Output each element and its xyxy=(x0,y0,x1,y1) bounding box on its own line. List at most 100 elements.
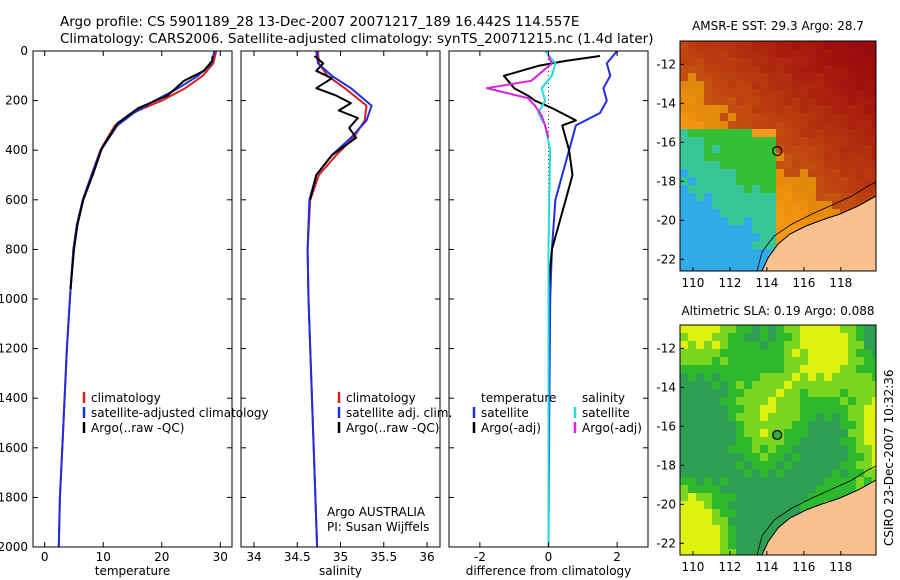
map-cell xyxy=(768,209,777,218)
map-cell xyxy=(712,137,721,146)
map-cell xyxy=(744,429,753,438)
map-cell xyxy=(752,73,761,82)
map-cell xyxy=(872,57,876,66)
map-cell xyxy=(800,349,809,358)
map-cell xyxy=(696,381,705,390)
map-cell xyxy=(808,49,817,58)
map-cell xyxy=(808,177,817,186)
map-cell xyxy=(680,365,689,374)
map-cell xyxy=(840,341,849,350)
temperature-xtick-label: 0 xyxy=(41,550,49,564)
sla-map-title: Altimetric SLA: 0.19 Argo: 0.088 xyxy=(681,304,874,318)
map-cell xyxy=(680,349,689,358)
map-cell xyxy=(760,373,769,382)
map-cell xyxy=(792,357,801,366)
map-cell xyxy=(680,445,689,454)
map-cell xyxy=(720,469,729,478)
map-cell xyxy=(728,477,737,486)
map-cell xyxy=(856,89,865,98)
map-cell xyxy=(864,477,873,486)
map-cell xyxy=(752,169,761,178)
map-cell xyxy=(800,41,809,50)
map-cell xyxy=(800,461,809,470)
map-cell xyxy=(784,209,793,218)
map-cell xyxy=(760,341,769,350)
map-cell xyxy=(784,89,793,98)
map-cell xyxy=(688,113,697,122)
map-cell xyxy=(712,265,721,271)
temperature-series-line-2 xyxy=(69,55,214,290)
map-cell xyxy=(680,469,689,478)
map-cell xyxy=(720,405,729,414)
map-cell xyxy=(768,333,777,342)
map-cell xyxy=(736,73,745,82)
map-cell xyxy=(848,121,857,130)
map-cell xyxy=(744,153,753,162)
map-cell xyxy=(784,445,793,454)
map-cell xyxy=(720,49,729,58)
map-cell xyxy=(800,325,809,334)
map-cell xyxy=(752,437,761,446)
map-cell xyxy=(840,185,849,194)
map-cell xyxy=(768,389,777,398)
map-cell xyxy=(696,549,705,555)
map-cell xyxy=(768,381,777,390)
map-cell xyxy=(744,65,753,74)
map-cell xyxy=(704,517,713,526)
map-cell xyxy=(872,349,876,358)
map-cell xyxy=(768,153,777,162)
map-cell xyxy=(800,73,809,82)
map-cell xyxy=(832,201,841,210)
map-cell xyxy=(704,49,713,58)
map-cell xyxy=(688,161,697,170)
temperature-legend-entry-label: Argo(..raw -QC) xyxy=(91,421,184,435)
map-cell xyxy=(680,493,689,502)
map-cell xyxy=(688,257,697,266)
map-cell xyxy=(824,469,833,478)
map-cell xyxy=(832,453,841,462)
map-cell xyxy=(776,145,785,154)
map-cell xyxy=(832,97,841,106)
map-cell xyxy=(752,549,761,555)
map-cell xyxy=(864,397,873,406)
map-cell xyxy=(856,81,865,90)
map-cell xyxy=(704,257,713,266)
map-cell xyxy=(816,49,825,58)
map-cell xyxy=(744,73,753,82)
profile-panels: 0 10 20 30temperature0200400600800100012001… xyxy=(0,44,649,578)
map-cell xyxy=(704,549,713,555)
map-cell xyxy=(784,161,793,170)
map-cell xyxy=(688,541,697,550)
map-cell xyxy=(752,429,761,438)
map-cell xyxy=(704,41,713,50)
map-cell xyxy=(800,485,809,494)
map-cell xyxy=(760,357,769,366)
map-cell xyxy=(696,477,705,486)
map-cell xyxy=(712,429,721,438)
map-cell xyxy=(712,549,721,555)
map-cell xyxy=(760,193,769,202)
map-cell xyxy=(688,193,697,202)
map-cell xyxy=(824,145,833,154)
map-cell xyxy=(696,225,705,234)
map-cell xyxy=(744,397,753,406)
map-cell xyxy=(760,525,769,534)
map-cell xyxy=(752,477,761,486)
map-cell xyxy=(744,533,753,542)
map-cell xyxy=(824,73,833,82)
map-cell xyxy=(832,177,841,186)
map-cell xyxy=(872,381,876,390)
map-cell xyxy=(704,485,713,494)
map-cell xyxy=(736,241,745,250)
map-cell xyxy=(696,185,705,194)
map-cell xyxy=(840,105,849,114)
difference-series-line-1 xyxy=(502,55,601,290)
map-cell xyxy=(760,217,769,226)
sla-coastline xyxy=(756,465,876,555)
map-cell xyxy=(744,49,753,58)
map-cell xyxy=(736,225,745,234)
map-cell xyxy=(720,241,729,250)
sst-map-ytick-label: -20 xyxy=(656,213,676,227)
map-cell xyxy=(872,65,876,74)
map-cell xyxy=(744,129,753,138)
